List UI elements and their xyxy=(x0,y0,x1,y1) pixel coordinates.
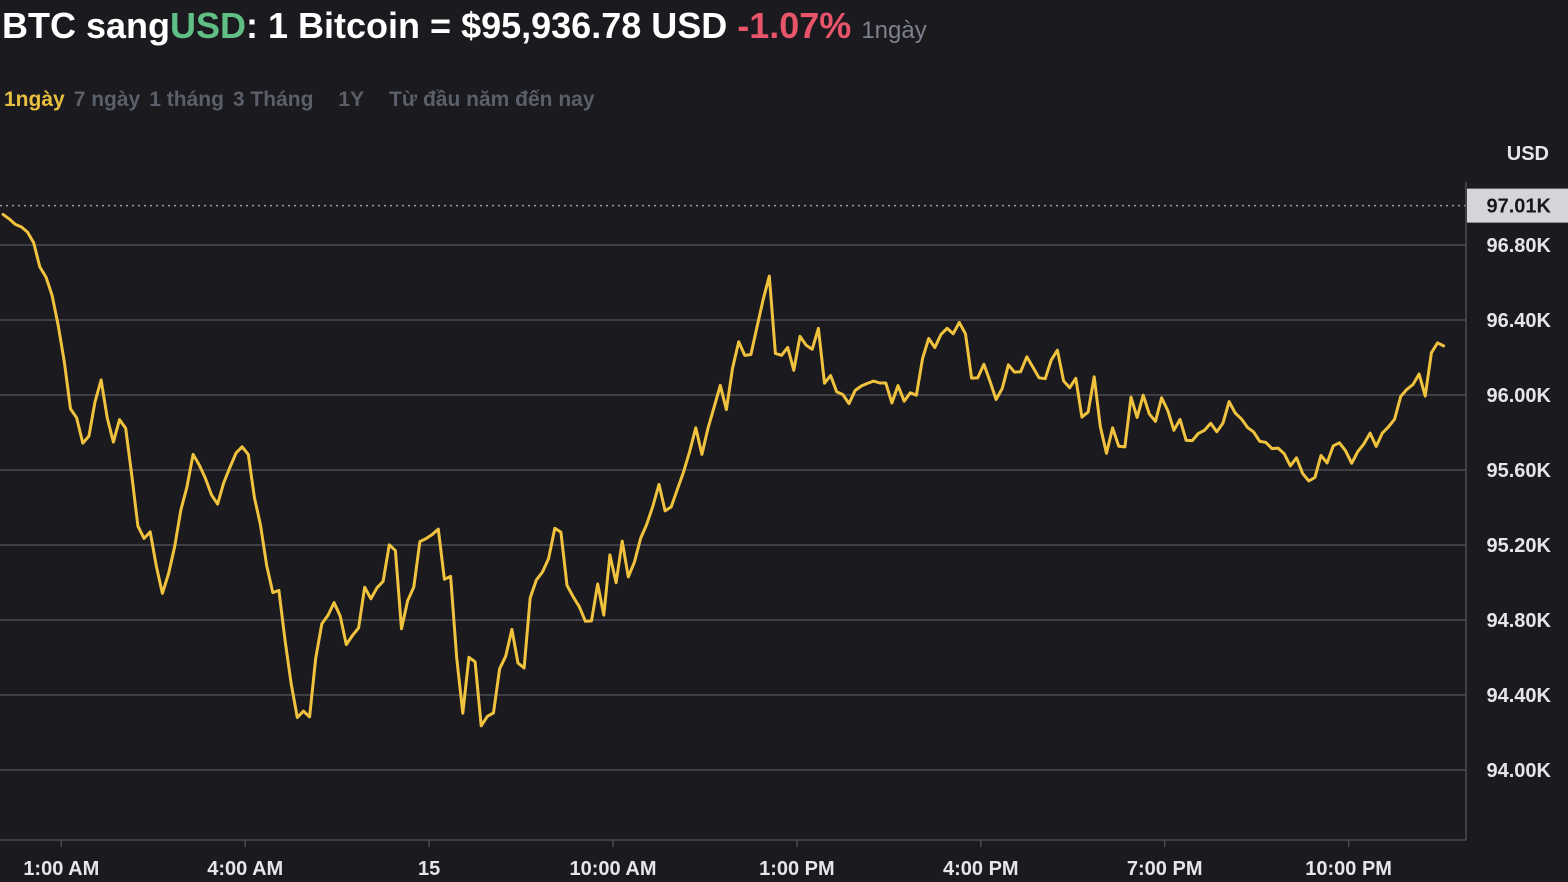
y-axis: 94.00K 94.40K 94.80K 95.20K 95.60K 96.00K 96.4… xyxy=(1465,182,1552,840)
x-tick-label: 10:00 PM xyxy=(1305,858,1392,880)
series-price-line xyxy=(1,212,1446,728)
tab-1-month[interactable]: 1 tháng xyxy=(149,88,224,111)
tab-7-days[interactable]: 7 ngày xyxy=(73,88,141,111)
x-tick-label: 4:00 PM xyxy=(943,858,1019,880)
grid-lines xyxy=(0,244,1466,771)
range-tabs: 1ngày 7 ngày 1 tháng 3 Tháng 1Y Từ đầu n… xyxy=(4,88,595,112)
x-tick-label: 1:00 PM xyxy=(759,858,835,880)
quote-currency-link[interactable]: USD xyxy=(170,5,247,46)
rate-text: : 1 Bitcoin = $95,936.78 USD xyxy=(246,5,728,46)
base-currency-text: BTC sang xyxy=(2,5,171,46)
y-axis-unit-label: USD xyxy=(1507,143,1549,165)
x-axis: 1:00 AM 4:00 AM 15 10:00 AM 1:00 PM 4:00 PM 7:… xyxy=(0,839,1466,880)
y-tick-label: 96.00K xyxy=(1487,385,1552,407)
tab-3-months[interactable]: 3 Tháng xyxy=(232,88,314,111)
period-label: 1ngày xyxy=(861,17,927,44)
x-tick-label: 15 xyxy=(418,858,440,880)
x-tick-label: 7:00 PM xyxy=(1127,858,1203,880)
tab-ytd[interactable]: Từ đầu năm đến nay xyxy=(389,88,595,111)
y-tick-label: 94.80K xyxy=(1487,610,1552,632)
reference-badge-background xyxy=(1467,188,1568,223)
x-tick-label: 10:00 AM xyxy=(569,858,656,880)
reference-price-badge: 97.01K xyxy=(1467,188,1568,223)
page-title: BTC sang USD : 1 Bitcoin = $95,936.78 US… xyxy=(2,0,927,56)
tab-1-day[interactable]: 1ngày xyxy=(4,88,65,111)
y-tick-label: 94.00K xyxy=(1487,760,1552,782)
y-tick-label: 95.20K xyxy=(1487,535,1552,557)
tab-1-year[interactable]: 1Y xyxy=(338,88,365,111)
y-tick-label: 94.40K xyxy=(1487,685,1552,707)
y-tick-label: 95.60K xyxy=(1487,460,1552,482)
x-tick-label: 4:00 AM xyxy=(207,858,283,880)
y-tick-label: 96.80K xyxy=(1487,235,1552,257)
y-tick-label: 96.40K xyxy=(1487,310,1552,332)
change-percent: -1.07% xyxy=(737,5,852,46)
x-tick-label: 1:00 AM xyxy=(23,858,99,880)
reference-badge-label: 97.01K xyxy=(1487,196,1552,218)
